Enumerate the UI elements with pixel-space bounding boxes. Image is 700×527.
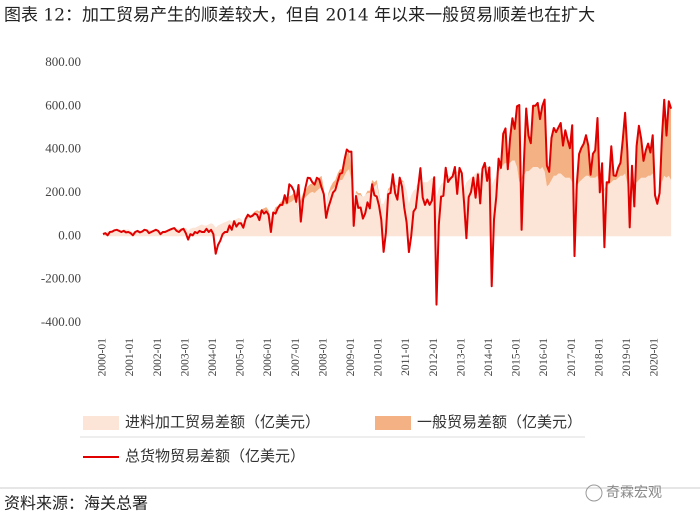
chart-title: 图表 12：加工贸易产生的顺差较大，但自 2014 年以来一般贸易顺差也在扩大 — [4, 6, 595, 26]
x-tick-label: 2008-01 — [317, 338, 329, 377]
x-tick-label: 2003-01 — [179, 338, 191, 377]
x-tick-label: 2009-01 — [345, 338, 357, 377]
y-tick-label: 600.00 — [45, 97, 81, 112]
y-tick-label: 800.00 — [45, 54, 81, 69]
x-tick-label: 2015-01 — [511, 338, 523, 377]
y-tick-label: 400.00 — [45, 141, 81, 156]
x-tick-label: 2014-01 — [483, 338, 495, 377]
legend-label: 进料加工贸易差额（亿美元） — [125, 413, 320, 431]
x-tick-label: 2013-01 — [455, 338, 467, 377]
y-tick-label: 0.00 — [58, 227, 81, 242]
x-tick-label: 2005-01 — [235, 338, 247, 377]
y-tick-label: -400.00 — [41, 314, 81, 329]
area — [103, 99, 672, 234]
x-tick-label: 2000-01 — [97, 338, 109, 377]
x-tick-label: 2004-01 — [207, 338, 219, 377]
plot-area: -400.00 -200.00 0.00 200.00 400.00 600.00 800.… — [41, 54, 673, 377]
x-tick-label: 2002-01 — [152, 338, 164, 377]
x-tick-label: 2017-01 — [566, 338, 578, 377]
x-tick-label: 2020-01 — [649, 338, 661, 377]
line — [102, 98, 673, 306]
y-tick-label: -200.00 — [41, 271, 81, 286]
x-tick-label: 2001-01 — [124, 338, 136, 377]
legend-swatch — [375, 416, 411, 430]
legend-swatch — [83, 416, 119, 430]
x-tick-label: 2010-01 — [373, 338, 385, 377]
y-tick-label: 200.00 — [45, 184, 81, 199]
x-tick-label: 2016-01 — [538, 338, 550, 377]
legend-label: 一般贸易差额（亿美元） — [417, 413, 582, 431]
legend-label: 总货物贸易差额（亿美元） — [125, 447, 305, 465]
x-tick-label: 2012-01 — [428, 338, 440, 377]
x-tick-label: 2011-01 — [400, 338, 412, 376]
source-note: 资料来源：海关总署 — [4, 494, 148, 513]
watermark-icon — [585, 484, 603, 502]
x-tick-label: 2007-01 — [290, 338, 302, 377]
x-tick-label: 2006-01 — [262, 338, 274, 377]
x-tick-label: 2018-01 — [593, 338, 605, 377]
watermark: 奇霖宏观 — [606, 484, 662, 501]
x-tick-label: 2019-01 — [621, 338, 633, 377]
